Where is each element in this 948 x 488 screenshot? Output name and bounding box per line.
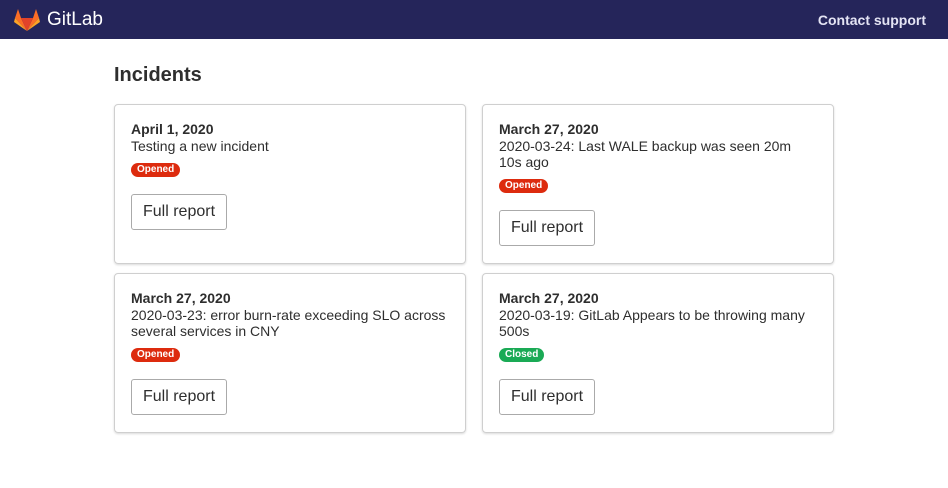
incident-card: April 1, 2020 Testing a new incident Ope… — [114, 104, 466, 264]
incident-card: March 27, 2020 2020-03-23: error burn-ra… — [114, 273, 466, 433]
incident-title: 2020-03-19: GitLab Appears to be throwin… — [499, 307, 805, 339]
gitlab-logo-icon — [14, 8, 40, 31]
incident-title: 2020-03-24: Last WALE backup was seen 20… — [499, 138, 792, 170]
incident-date: March 27, 2020 — [131, 290, 231, 306]
full-report-button[interactable]: Full report — [499, 379, 596, 415]
status-badge: Opened — [131, 348, 181, 362]
incident-grid: April 1, 2020 Testing a new incident Ope… — [114, 104, 834, 433]
main-content: Incidents April 1, 2020 Testing a new in… — [114, 39, 834, 433]
incident-date: March 27, 2020 — [499, 121, 599, 137]
incident-date: April 1, 2020 — [131, 121, 214, 137]
full-report-button[interactable]: Full report — [131, 379, 228, 415]
incident-title: 2020-03-23: error burn-rate exceeding SL… — [131, 307, 446, 339]
status-badge: Opened — [131, 163, 181, 177]
full-report-button[interactable]: Full report — [131, 194, 228, 230]
incident-date: March 27, 2020 — [499, 290, 599, 306]
status-badge: Closed — [499, 348, 545, 362]
incident-card: March 27, 2020 2020-03-19: GitLab Appear… — [482, 273, 834, 433]
top-navbar: GitLab Contact support — [0, 0, 948, 39]
incident-card: March 27, 2020 2020-03-24: Last WALE bac… — [482, 104, 834, 264]
page-title: Incidents — [114, 64, 202, 86]
brand-name: GitLab — [47, 8, 103, 30]
contact-support-link[interactable]: Contact support — [817, 11, 926, 28]
incident-title: Testing a new incident — [131, 138, 269, 154]
full-report-button[interactable]: Full report — [499, 210, 596, 246]
gitlab-home-link[interactable]: GitLab — [14, 8, 103, 32]
status-badge: Opened — [499, 179, 549, 193]
